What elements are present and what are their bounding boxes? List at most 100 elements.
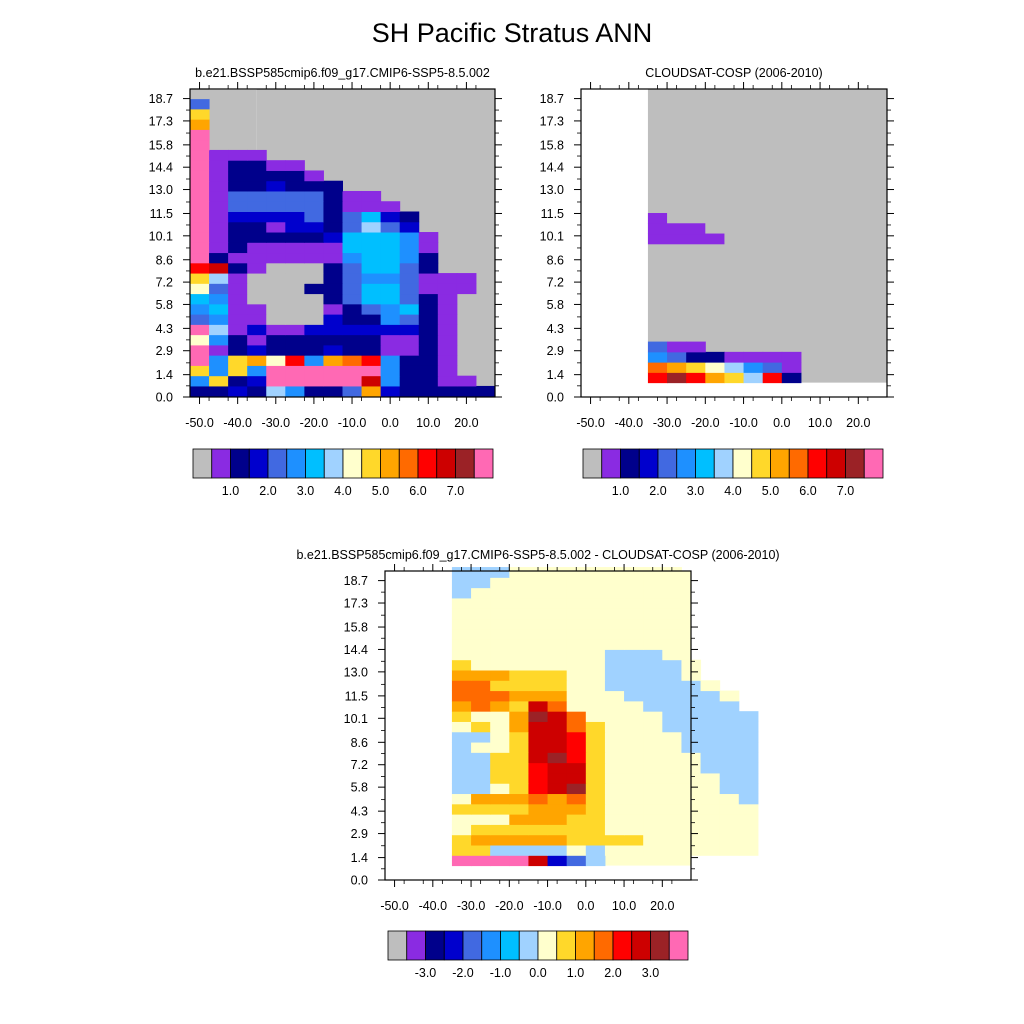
heatmap-cell <box>490 618 510 630</box>
y-tick-label: 8.6 <box>156 253 173 267</box>
heatmap-cell <box>738 742 759 753</box>
colorbar-box <box>650 930 670 961</box>
heatmap-cell <box>643 597 663 609</box>
heatmap-cell <box>209 180 229 192</box>
heatmap-cell <box>380 344 401 356</box>
heatmap-cell <box>285 273 305 284</box>
heatmap-cell <box>743 372 764 384</box>
colorbar-label: -3.0 <box>415 966 437 980</box>
heatmap-cell <box>528 628 549 640</box>
heatmap-cell <box>528 855 549 867</box>
y-tick-label: 4.3 <box>351 805 368 819</box>
heatmap-cell <box>547 742 568 753</box>
heatmap-cell <box>738 803 759 815</box>
heatmap-cell <box>451 639 472 650</box>
y-tick-label: 10.1 <box>149 229 173 243</box>
heatmap-cell <box>304 180 324 192</box>
colorbar-label: 2.0 <box>259 484 276 498</box>
heatmap-cell <box>418 375 439 387</box>
heatmap-cell <box>643 793 663 805</box>
heatmap-cell <box>509 639 529 650</box>
heatmap-cell <box>547 587 568 599</box>
heatmap-cell <box>285 334 305 346</box>
heatmap-cell <box>418 355 439 366</box>
heatmap-cell <box>380 375 401 387</box>
heatmap-cell <box>509 587 529 599</box>
heatmap-cell <box>266 324 286 336</box>
heatmap-cell <box>471 762 491 774</box>
heatmap-cell <box>228 232 248 243</box>
heatmap-cell <box>700 731 721 743</box>
heatmap-cell <box>604 597 625 609</box>
heatmap-cell <box>585 711 606 722</box>
heatmap-cell <box>361 344 382 356</box>
heatmap-cell <box>585 814 606 825</box>
heatmap-cell <box>437 303 458 315</box>
heatmap-cell <box>471 711 491 722</box>
heatmap-cell <box>323 180 343 192</box>
heatmap-cell <box>451 731 472 743</box>
heatmap-cell <box>451 824 472 836</box>
y-tick-label: 18.7 <box>149 92 173 106</box>
heatmap-cell <box>585 577 606 589</box>
heatmap-cell <box>399 283 420 295</box>
heatmap-cell <box>471 814 491 825</box>
heatmap-cell <box>228 344 248 356</box>
heatmap-cell <box>490 608 510 620</box>
heatmap-cell <box>604 845 625 856</box>
heatmap-cell <box>361 273 382 284</box>
heatmap-cell <box>643 567 663 578</box>
heatmap-cell <box>361 283 382 295</box>
heatmap-cell <box>228 293 248 305</box>
heatmap-cell <box>342 252 363 264</box>
heatmap-cell <box>247 273 267 284</box>
heatmap-cell <box>604 762 625 774</box>
colorbar-label: -1.0 <box>490 966 512 980</box>
heatmap-cell <box>190 334 210 346</box>
heatmap-cell <box>547 700 568 712</box>
heatmap-cell <box>719 814 740 825</box>
heatmap-cell <box>399 355 420 366</box>
heatmap-cell <box>700 752 721 764</box>
heatmap-cell <box>662 752 682 764</box>
heatmap-cell <box>285 385 305 397</box>
heatmap-cell <box>566 680 587 692</box>
heatmap-cell <box>266 385 286 397</box>
heatmap-cell <box>451 721 472 733</box>
heatmap-cell <box>585 803 606 815</box>
heatmap-cell <box>585 618 606 630</box>
heatmap-cell <box>342 375 363 387</box>
heatmap-cell <box>451 567 472 578</box>
heatmap-cell <box>304 262 324 274</box>
heatmap-cell <box>585 639 606 650</box>
heatmap-cell <box>624 711 644 722</box>
heatmap-cell <box>719 742 740 753</box>
heatmap-cell <box>700 700 721 712</box>
heatmap-cell <box>342 221 363 233</box>
heatmap-cell <box>285 262 305 274</box>
heatmap-cell <box>451 814 472 825</box>
colorbar-box <box>192 448 213 479</box>
heatmap-cell <box>566 659 587 671</box>
heatmap-cell <box>585 742 606 753</box>
colorbar: -3.0 -2.0 -1.0 0.0 1.0 2.0 3.0 <box>387 930 689 980</box>
heatmap-cell <box>743 351 764 363</box>
heatmap-cell <box>228 365 248 377</box>
heatmap-cell <box>585 669 606 681</box>
heatmap-cell <box>585 824 606 836</box>
heatmap-cell <box>190 273 210 284</box>
heatmap-cell <box>643 587 663 599</box>
heatmap-cell <box>547 680 568 692</box>
heatmap-cell <box>662 711 682 722</box>
x-tick-label: 20.0 <box>650 899 674 913</box>
heatmap-cell <box>342 324 363 336</box>
heatmap-cell <box>643 834 663 846</box>
heatmap-cell <box>643 649 663 661</box>
heatmap-cell <box>509 680 529 692</box>
heatmap-cell <box>209 273 229 284</box>
heatmap-cell <box>624 824 644 836</box>
heatmap-cell <box>361 201 382 212</box>
x-tick-label: 0.0 <box>381 416 398 430</box>
heatmap-panel-1: b.e21.BSSP585cmip6.f09_g17.CMIP6-SSP5-8.… <box>149 66 502 498</box>
y-tick-label: 5.8 <box>351 781 368 795</box>
